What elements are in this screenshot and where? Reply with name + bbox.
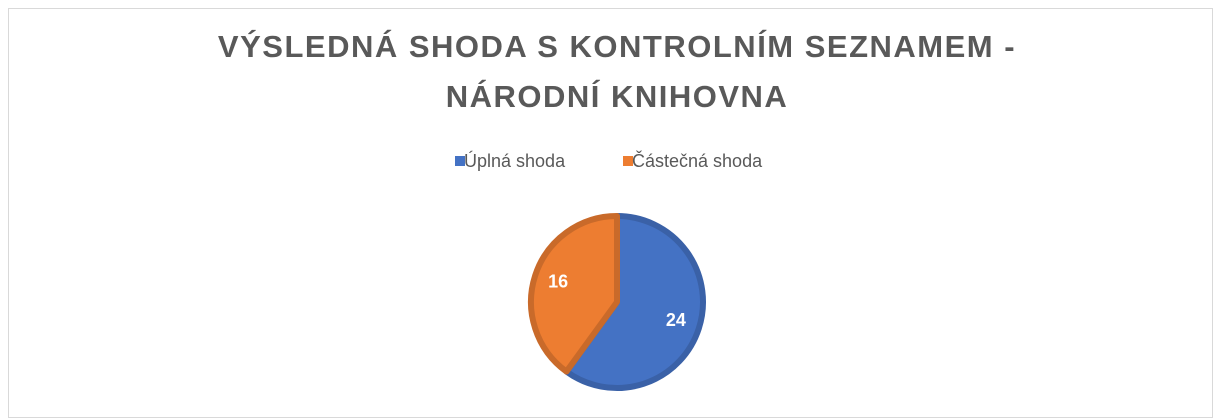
legend-swatch [623,156,633,166]
pie-slice [528,213,620,375]
data-label: 16 [548,272,568,292]
pie-slice [563,213,706,391]
data-label: 24 [666,310,686,330]
legend-swatch [455,156,465,166]
chart-title: VÝSLEDNÁ SHODA S KONTROLNÍM SEZNAMEM - N… [217,29,1017,114]
legend-label: Úplná shoda [464,150,566,171]
legend-label: Částečná shoda [632,150,763,171]
